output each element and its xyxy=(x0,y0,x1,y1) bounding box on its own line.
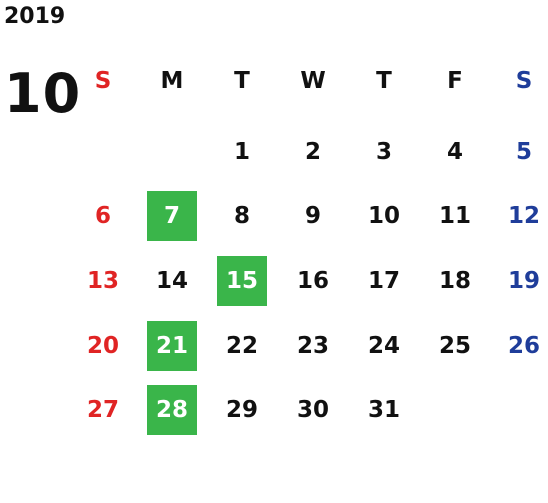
day-cell-19[interactable]: 19 xyxy=(507,268,540,294)
day-cell-9[interactable]: 9 xyxy=(304,203,321,229)
day-cell-13[interactable]: 13 xyxy=(86,268,119,294)
day-cell-1[interactable]: 1 xyxy=(233,139,250,165)
day-cell-30[interactable]: 30 xyxy=(296,397,329,423)
day-cell-15[interactable]: 15 xyxy=(217,256,267,306)
year-label: 2019 xyxy=(4,4,66,29)
day-cell-27[interactable]: 27 xyxy=(86,397,119,423)
day-cell-17[interactable]: 17 xyxy=(367,268,400,294)
day-cell-24[interactable]: 24 xyxy=(367,333,400,359)
day-cell-7[interactable]: 7 xyxy=(147,191,197,241)
day-cell-3[interactable]: 3 xyxy=(375,139,392,165)
day-cell-8[interactable]: 8 xyxy=(233,203,250,229)
day-cell-29[interactable]: 29 xyxy=(225,397,258,423)
weekday-header-sunday: S xyxy=(94,68,112,94)
day-cell-18[interactable]: 18 xyxy=(438,268,471,294)
day-cell-16[interactable]: 16 xyxy=(296,268,329,294)
day-cell-14[interactable]: 14 xyxy=(155,268,188,294)
day-cell-4[interactable]: 4 xyxy=(446,139,463,165)
month-number: 10 xyxy=(4,62,82,125)
weekday-header-wednesday: W xyxy=(300,68,326,94)
day-cell-11[interactable]: 11 xyxy=(438,203,471,229)
weekday-header-saturday: S xyxy=(515,68,533,94)
weekday-header-friday: F xyxy=(447,68,463,94)
day-cell-22[interactable]: 22 xyxy=(225,333,258,359)
day-cell-12[interactable]: 12 xyxy=(507,203,540,229)
day-cell-20[interactable]: 20 xyxy=(86,333,119,359)
day-cell-5[interactable]: 5 xyxy=(515,139,532,165)
day-cell-2[interactable]: 2 xyxy=(304,139,321,165)
day-cell-23[interactable]: 23 xyxy=(296,333,329,359)
day-cell-21[interactable]: 21 xyxy=(147,321,197,371)
day-cell-6[interactable]: 6 xyxy=(94,203,111,229)
weekday-header-monday: M xyxy=(160,68,184,94)
weekday-header-tuesday: T xyxy=(234,68,250,94)
weekday-header-thursday: T xyxy=(376,68,392,94)
day-cell-25[interactable]: 25 xyxy=(438,333,471,359)
day-cell-10[interactable]: 10 xyxy=(367,203,400,229)
day-cell-26[interactable]: 26 xyxy=(507,333,540,359)
day-cell-28[interactable]: 28 xyxy=(147,385,197,435)
day-cell-31[interactable]: 31 xyxy=(367,397,400,423)
